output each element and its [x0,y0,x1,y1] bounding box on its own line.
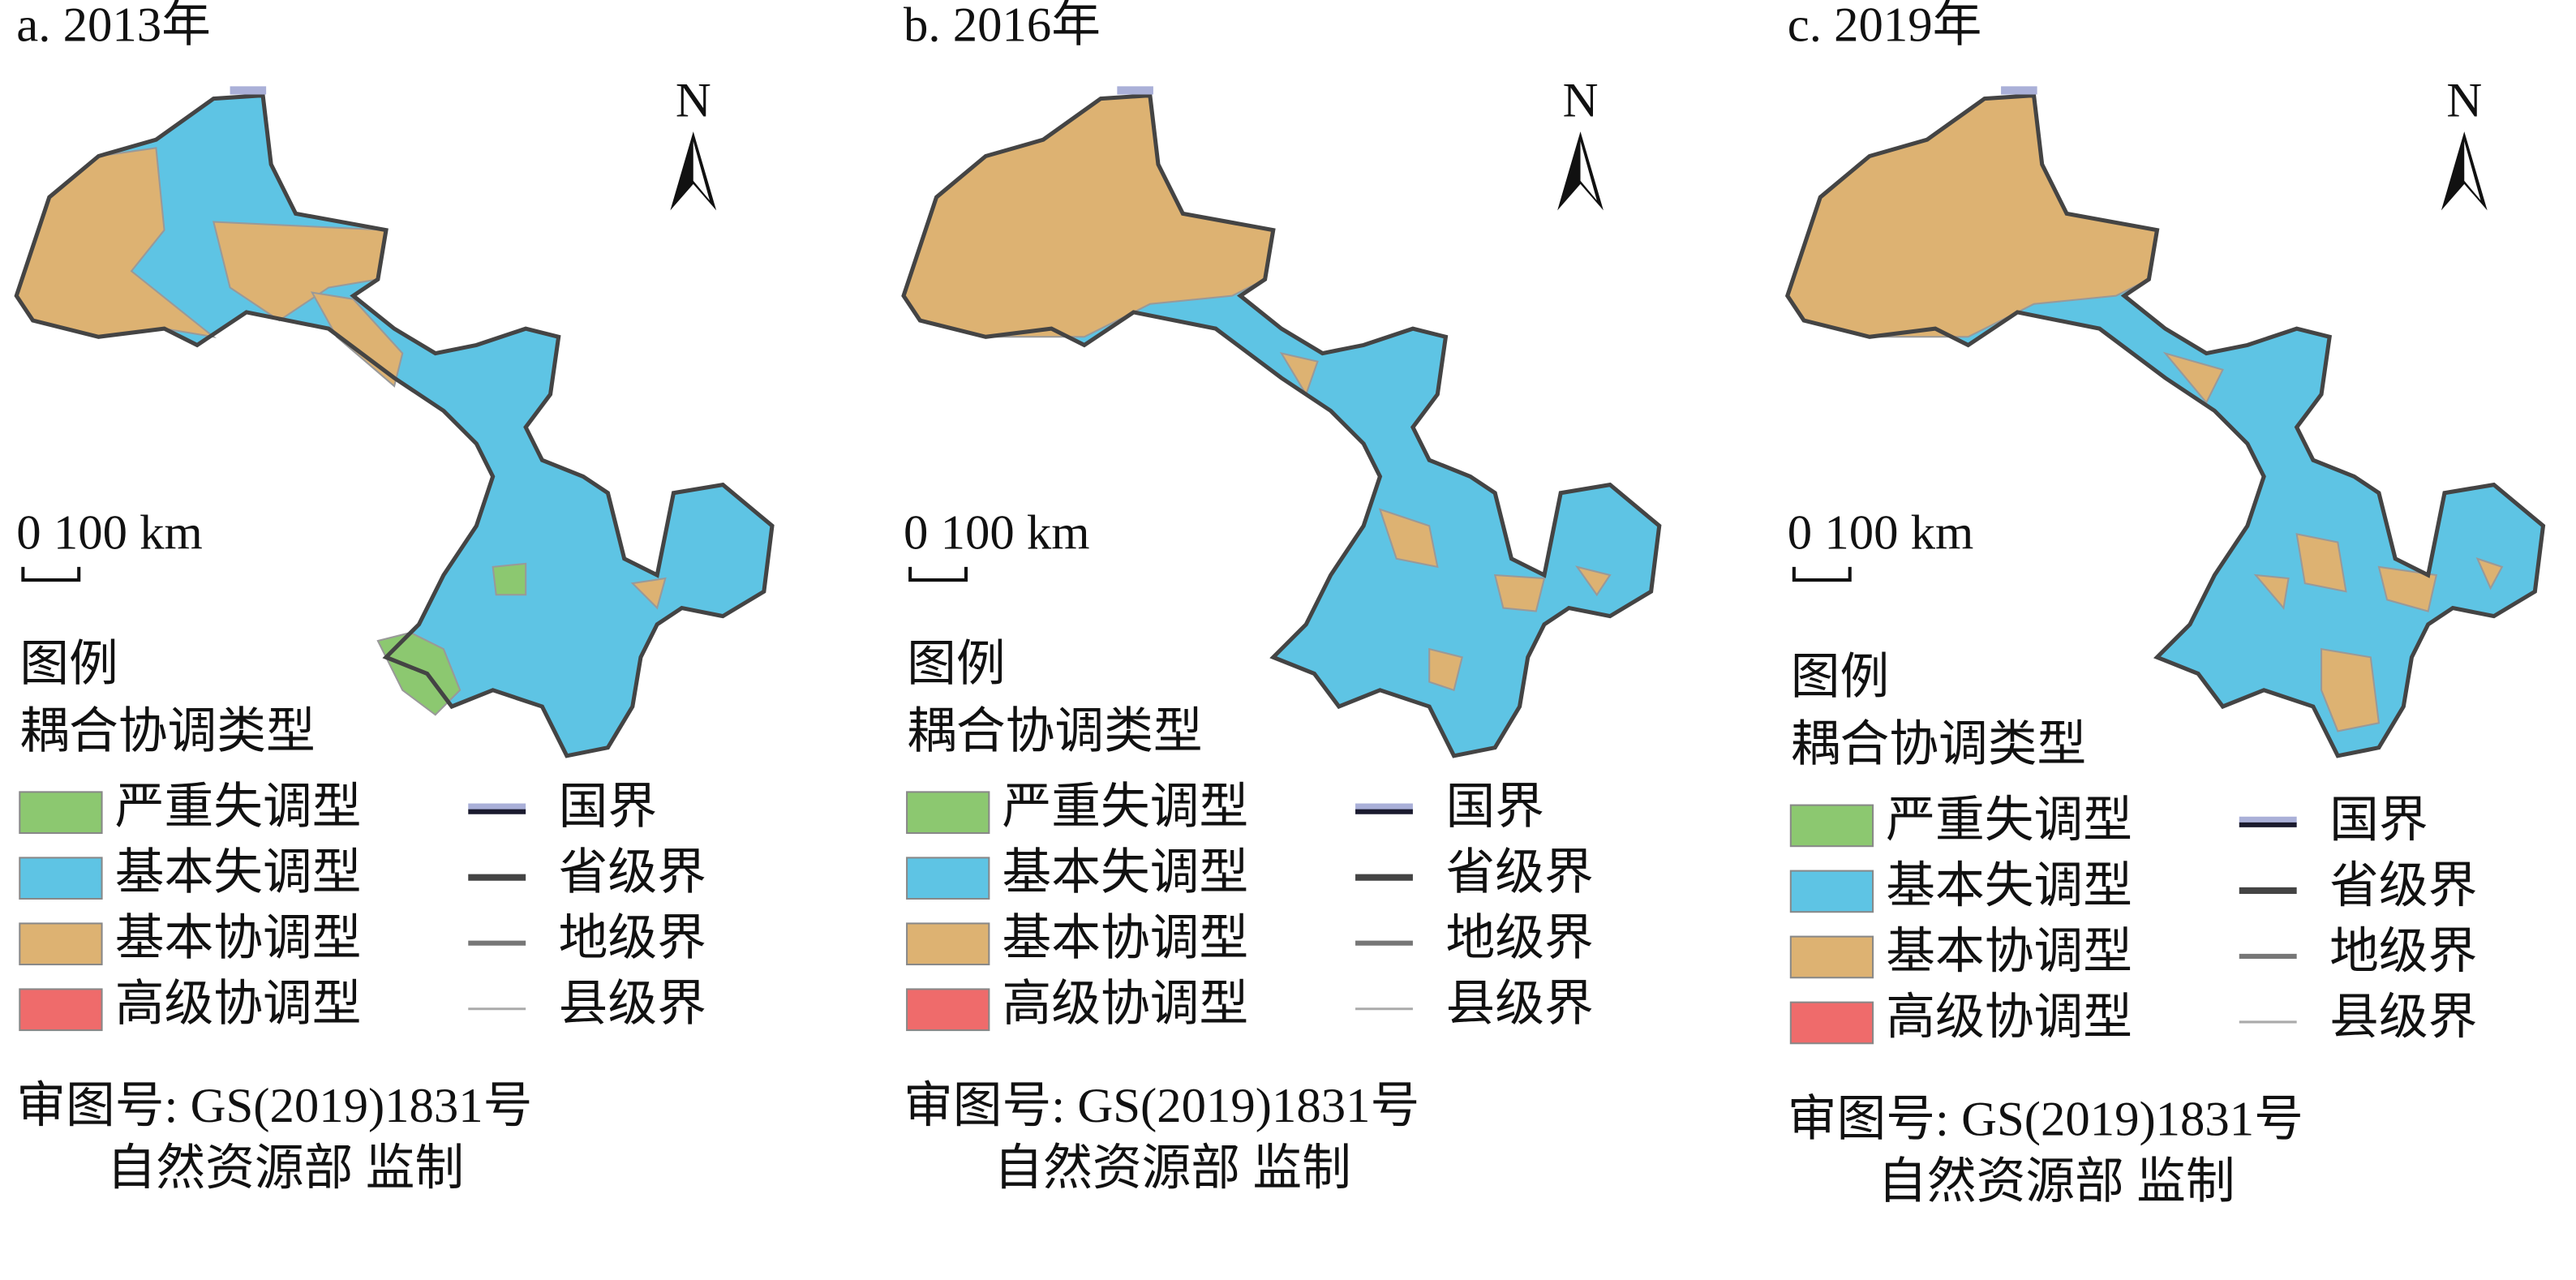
region [1279,352,1319,397]
legend-label: 地级界 [2329,925,2477,979]
legend-label: 基本失调型 [1002,846,1249,900]
north-arrow [670,131,717,211]
legend-label: 基本协调型 [1002,912,1249,966]
region [2162,351,2224,405]
legend-swatch [1789,870,1874,913]
approval-authority: 自然资源部 监制 [107,1141,464,1196]
legend-label: 省级界 [1445,846,1593,900]
region [1378,508,1439,569]
legend-label: 严重失调型 [1002,780,1249,835]
scale-label: 0 100 km [904,505,1090,560]
panel: b. 2016年 N 0 100 km 图例耦合协调类型严重失调型基本失调型基本协调型… [901,0,1662,1196]
panel-title: a. 2013年 [16,0,211,52]
region [2475,557,2504,591]
legend-swatch [19,922,103,966]
legend-title: 图例 [1791,651,1890,705]
legend-title: 图例 [19,637,118,691]
legend-swatch [906,922,990,966]
scale-label: 0 100 km [1788,505,1974,560]
legend-swatch [19,988,103,1032]
legend-subtitle: 耦合协调类型 [19,704,316,758]
legend-subtitle: 耦合协调类型 [1791,718,2087,772]
panel-title: b. 2016年 [904,0,1101,52]
legend-label: 基本失调型 [1886,859,2132,913]
legend-label: 国界 [2329,793,2428,848]
approval-authority: 自然资源部 监制 [994,1141,1350,1196]
legend-swatch [906,857,990,900]
scale-bar [1792,566,1852,582]
legend-label: 基本协调型 [115,912,362,966]
legend-swatch [1789,1001,1874,1045]
legend-label: 国界 [1445,780,1544,835]
panel: c. 2019年 N 0 100 km 图例耦合协调类型严重失调型基本失调型基本协调型… [1784,0,2546,1209]
legend-title: 图例 [907,637,1006,691]
legend-label: 基本协调型 [1886,925,2132,979]
region [2321,647,2381,732]
legend-label: 县级界 [2329,990,2477,1045]
scale-bar [908,566,968,582]
panel-title: c. 2019年 [1788,0,1982,52]
legend-label: 省级界 [2329,859,2477,913]
legend-label: 高级协调型 [115,977,362,1032]
scale-label: 0 100 km [16,505,203,560]
panel: a. 2013年 N 0 100 km 图例耦合协调类型严重失调型基本失调型基本协调型… [14,0,775,1196]
legend-swatch [906,791,990,835]
legend-swatch [19,791,103,835]
region [630,577,667,610]
legend-swatch [906,988,990,1032]
north-label: N [2446,74,2482,128]
approval-number: 审图号: GS(2019)1831号 [1788,1092,2303,1146]
region-base [16,95,772,756]
legend-label: 基本失调型 [115,846,362,900]
region [2253,573,2290,610]
legend-label: 地级界 [559,912,706,966]
province-border [14,92,775,758]
legend-label: 严重失调型 [1886,793,2132,848]
legend-swatch [19,857,103,900]
scale-bar [21,566,81,582]
region [1493,573,1546,612]
north-label: N [1563,74,1599,128]
region [2377,565,2438,612]
province-border [1784,92,2546,758]
region [1575,565,1612,597]
legend-subtitle: 耦合协调类型 [907,704,1203,758]
region [2295,533,2347,593]
legend-label: 高级协调型 [1002,977,1249,1032]
legend-label: 省级界 [559,846,706,900]
legend-label: 国界 [559,780,658,835]
approval-number: 审图号: GS(2019)1831号 [16,1079,532,1133]
region [492,562,527,596]
province-border [901,92,1662,758]
approval-authority: 自然资源部 监制 [1878,1154,2235,1209]
north-label: N [676,74,711,128]
legend-label: 县级界 [1445,977,1593,1032]
region [1428,647,1463,692]
legend-swatch [1789,804,1874,848]
approval-number: 审图号: GS(2019)1831号 [904,1079,1419,1133]
legend-label: 高级协调型 [1886,990,2132,1045]
legend-label: 县级界 [559,977,706,1032]
legend-label: 地级界 [1445,912,1593,966]
legend-swatch [1789,935,1874,979]
legend-label: 严重失调型 [115,780,362,835]
